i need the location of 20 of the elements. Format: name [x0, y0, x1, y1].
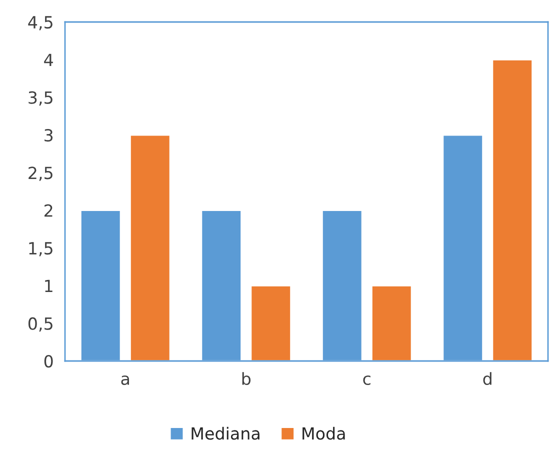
- x-tick-label: c: [363, 375, 370, 386]
- bar: [130, 134, 171, 361]
- bar: [371, 284, 412, 361]
- bar: [250, 284, 292, 361]
- y-tick-label: 0,5: [28, 317, 52, 332]
- y-tick-label: 1: [45, 280, 52, 292]
- y-tick-label: 3,5: [28, 91, 52, 106]
- legend-label: Mediana: [192, 426, 260, 440]
- legend-label: Moda: [302, 426, 345, 440]
- y-tick-label: 0: [44, 354, 53, 368]
- y-tick-label: 2: [44, 204, 52, 217]
- y-tick-label: 1,5: [29, 242, 52, 256]
- bar: [492, 58, 533, 361]
- y-tick-label: 2,5: [28, 166, 52, 181]
- x-tick-label: a: [121, 375, 129, 386]
- y-tick-label: 4: [44, 54, 53, 66]
- x-tick-label: b: [242, 372, 251, 386]
- x-tick-label: d: [483, 372, 492, 386]
- y-tick-label: 4,5: [28, 16, 52, 30]
- y-tick-label: 3: [44, 128, 53, 142]
